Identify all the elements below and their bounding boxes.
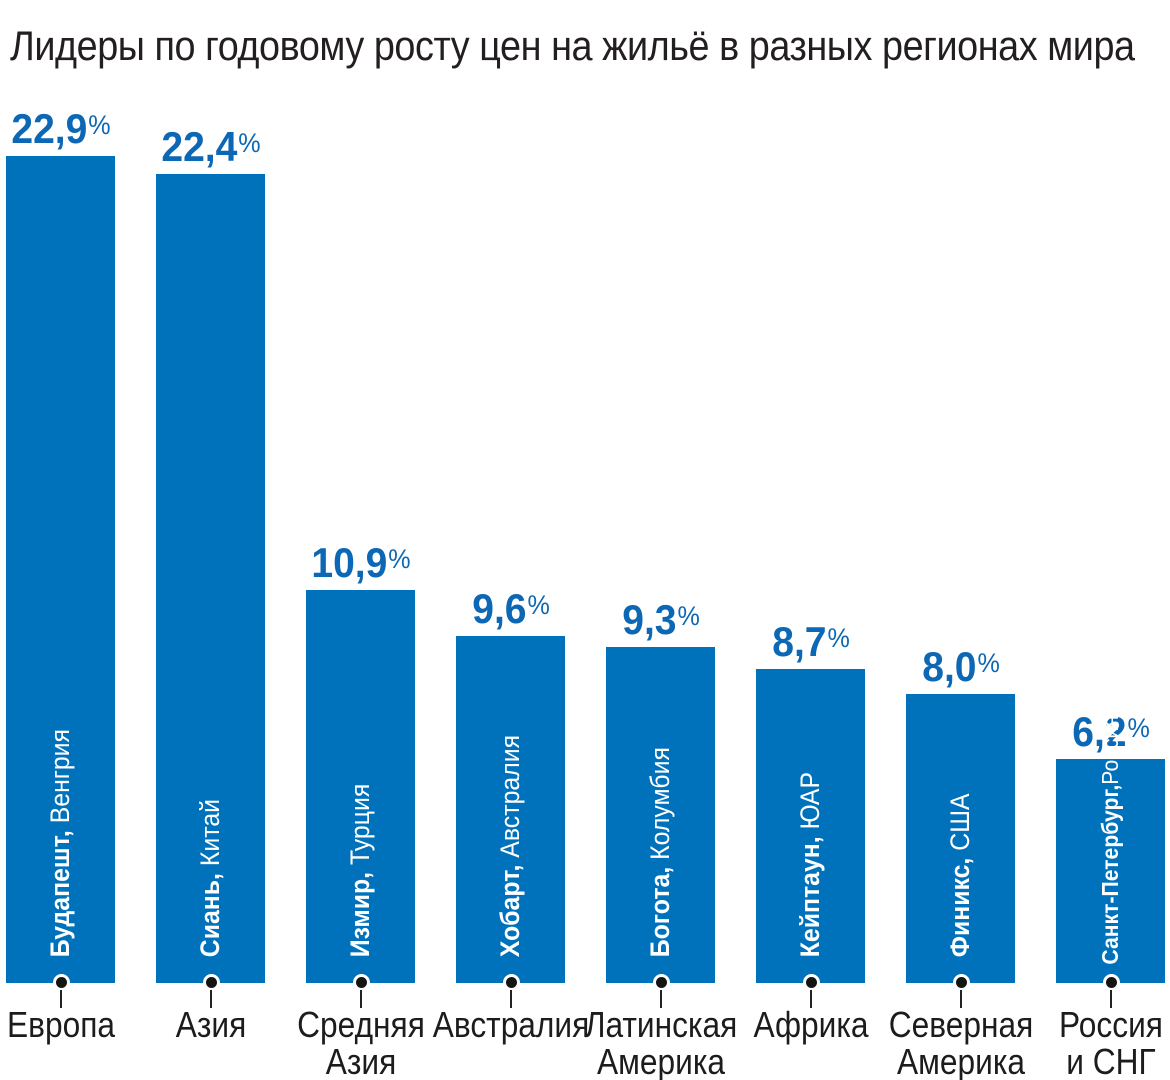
country-name: Венгрия: [44, 728, 75, 824]
region-label-text: Австралия: [432, 1004, 589, 1045]
bar-value-label: 6,2%: [1072, 711, 1150, 753]
bar-value-number: 6,2: [1071, 708, 1127, 755]
country-name: Китай: [194, 798, 225, 867]
country-name: США: [944, 793, 975, 851]
bar-city-country-label: Кейптаун, ЮАР: [756, 694, 865, 983]
bar-city-country-label: Сиань, Китай: [156, 239, 265, 983]
country-name: Австралия: [494, 734, 525, 858]
bar-value-number: 9,3: [621, 596, 677, 643]
region-label-text: Средняя Азия: [296, 1004, 425, 1080]
bar: Измир, Турция: [306, 590, 415, 983]
region-label: Россия и СНГ: [981, 1006, 1170, 1080]
bar-value-label: 8,0%: [922, 646, 1000, 688]
connector-dot: [202, 974, 220, 991]
percent-sign: %: [1126, 713, 1150, 743]
country-name: Россия: [1097, 715, 1124, 785]
percent-sign: %: [87, 110, 111, 140]
connector-dot: [952, 974, 970, 991]
city-name: Богота,: [644, 866, 675, 958]
city-name: Измир,: [344, 871, 375, 958]
region-label: Средняя Азия: [231, 1006, 491, 1080]
region-label: Северная Америка: [831, 1006, 1091, 1080]
bar-column: 6,2% Санкт-Петербург, Россия Россия и СНГ: [1056, 0, 1165, 1080]
connector-line: [1109, 990, 1112, 1008]
region-label-text: Азия: [175, 1004, 246, 1045]
connector-dot: [352, 974, 370, 991]
city-name: Хобарт,: [494, 864, 525, 958]
bar-value-label: 8,7%: [772, 621, 850, 663]
bar-value-label: 9,3%: [622, 599, 700, 641]
bar: Финикс, США: [906, 694, 1015, 983]
connector-line: [209, 990, 212, 1008]
percent-sign: %: [976, 648, 1000, 678]
bar-value-label: 10,9%: [311, 542, 410, 584]
bar-column: 9,3% Богота, Колумбия Латинская Америка: [584, 0, 737, 1080]
bar-column: 8,7% Кейптаун, ЮАР Африка: [753, 0, 868, 1080]
percent-sign: %: [826, 623, 850, 653]
region-label-text: Африка: [752, 1004, 869, 1045]
bar-value-label: 22,4%: [161, 126, 260, 168]
region-label-text: Северная Америка: [888, 1004, 1033, 1080]
bar-value-number: 22,4: [160, 123, 237, 170]
bar-city-country-label: Санкт-Петербург, Россия: [1056, 715, 1165, 983]
percent-sign: %: [387, 544, 411, 574]
city-name: Финикс,: [944, 857, 975, 958]
city-name: Кейптаун,: [794, 836, 825, 958]
bar-city-country-label: Хобарт, Австралия: [456, 664, 565, 983]
bar-column: 8,0% Финикс, США Северная Америка: [888, 0, 1032, 1080]
connector-dot: [502, 974, 520, 991]
region-label: Европа: [0, 1006, 191, 1043]
bar-value-label: 9,6%: [472, 588, 550, 630]
bar-city-country-label: Богота, Колумбия: [606, 674, 715, 983]
bar-column: 22,9% Будапешт, Венгрия Европа: [6, 0, 115, 1080]
bar-column: 9,6% Хобарт, Австралия Австралия: [432, 0, 589, 1080]
country-name: Колумбия: [644, 747, 675, 860]
bar-city-country-label: Будапешт, Венгрия: [6, 222, 115, 983]
region-label-text: Европа: [6, 1004, 115, 1045]
bar-city-country-label: Измир, Турция: [306, 621, 415, 983]
bar: Хобарт, Австралия: [456, 636, 565, 983]
bar-city-country-label: Финикс, США: [906, 717, 1015, 983]
connector-line: [959, 990, 962, 1008]
region-label-text: Россия и СНГ: [1058, 1004, 1163, 1080]
region-label: Азия: [81, 1006, 341, 1043]
connector-dot: [1102, 974, 1120, 991]
percent-sign: %: [676, 601, 700, 631]
bar-value-label: 22,9%: [11, 108, 110, 150]
connector-dot: [52, 974, 70, 991]
region-label: Латинская Америка: [531, 1006, 791, 1080]
connector-line: [509, 990, 512, 1008]
connector-line: [59, 990, 62, 1008]
country-name: Турция: [344, 783, 375, 866]
bar-value-number: 22,9: [10, 105, 87, 152]
country-name: ЮАР: [794, 771, 825, 830]
bar-value-number: 9,6: [471, 585, 527, 632]
city-name: Будапешт,: [44, 830, 75, 958]
region-label-text: Латинская Америка: [584, 1004, 737, 1080]
connector-dot: [652, 974, 670, 991]
connector-line: [659, 990, 662, 1008]
bar-value-number: 8,0: [921, 643, 977, 690]
region-label: Африка: [681, 1006, 941, 1043]
connector-line: [809, 990, 812, 1008]
bar: Сиань, Китай: [156, 174, 265, 983]
bar-column: 22,4% Сиань, Китай Азия: [156, 0, 265, 1080]
percent-sign: %: [526, 590, 550, 620]
bar-value-number: 8,7: [771, 618, 827, 665]
percent-sign: %: [237, 128, 261, 158]
bar-column: 10,9% Измир, Турция Средняя Азия: [297, 0, 425, 1080]
chart-title: Лидеры по годовому росту цен на жильё в …: [10, 22, 1135, 69]
bar-value-number: 10,9: [310, 539, 387, 586]
region-label: Австралия: [381, 1006, 641, 1043]
connector-line: [359, 990, 362, 1008]
bar: Кейптаун, ЮАР: [756, 669, 865, 983]
bar: Богота, Колумбия: [606, 647, 715, 983]
connector-dot: [802, 974, 820, 991]
city-name: Сиань,: [194, 873, 225, 958]
bar: Будапешт, Венгрия: [6, 156, 115, 983]
city-name: Санкт-Петербург,: [1097, 784, 1124, 965]
bar: Санкт-Петербург, Россия: [1056, 715, 1165, 983]
